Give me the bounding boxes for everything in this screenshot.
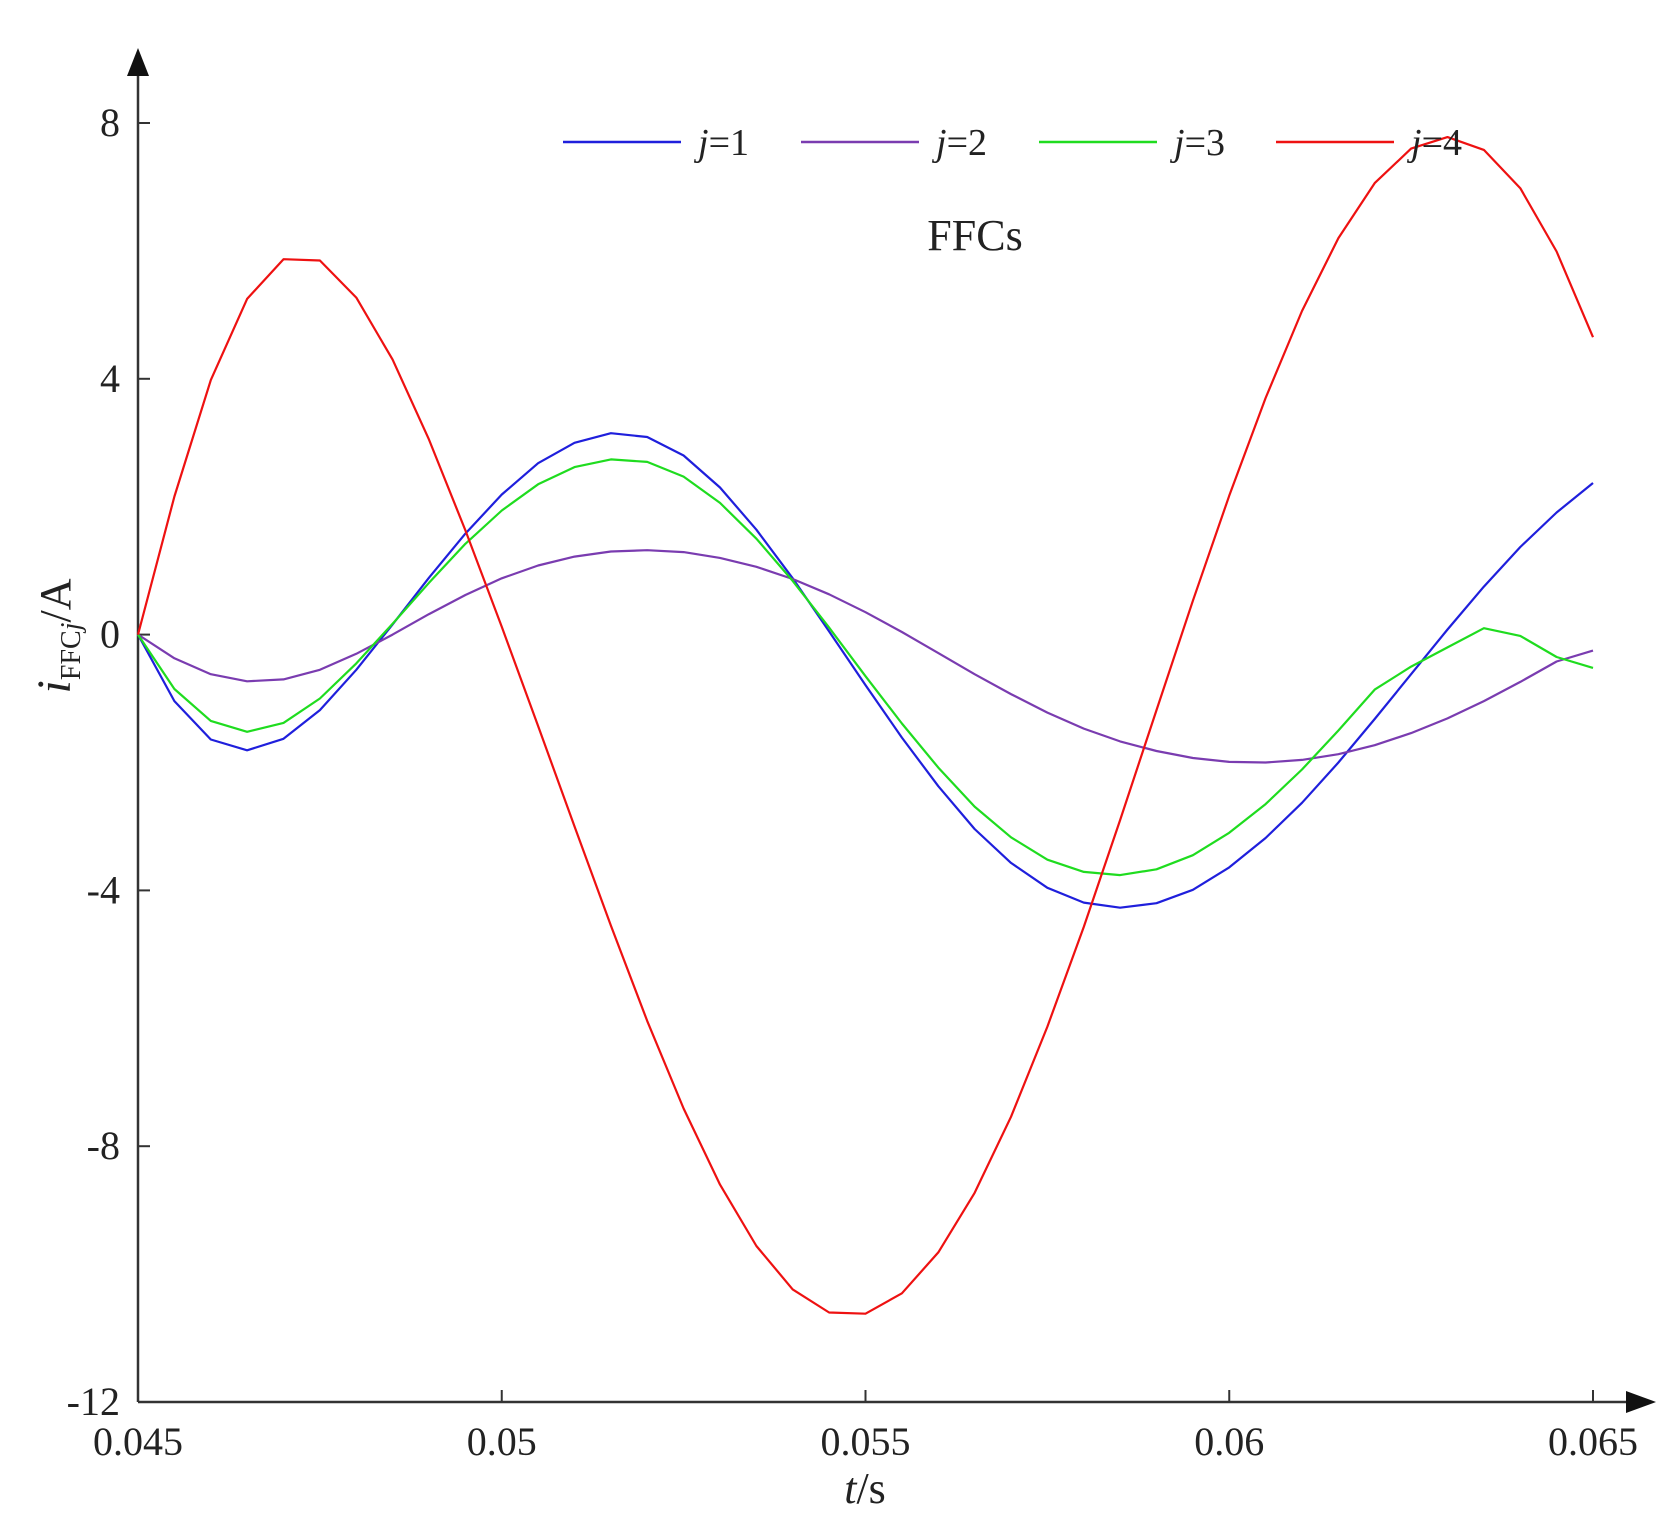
y-tick-label: -12 (67, 1379, 120, 1424)
series-line-2 (137, 549, 1594, 764)
x-tick-label: 0.06 (1194, 1419, 1264, 1464)
x-axis-unit: /s (856, 1464, 885, 1513)
legend-label-4: j=4 (1406, 122, 1462, 164)
x-axis-title: t/s (844, 1464, 886, 1513)
y-axis-title: iFFCj/A (28, 578, 87, 693)
x-tick-label: 0.05 (467, 1419, 537, 1464)
legend-label-3: j=3 (1169, 122, 1225, 164)
series-line-1 (137, 432, 1594, 909)
y-axis-subscript: FFC (56, 630, 87, 680)
chart-annotation: FFCs (927, 211, 1022, 260)
legend-label-1: j=1 (693, 122, 749, 164)
x-tick-label: 0.065 (1548, 1419, 1638, 1464)
y-axis-variable: i (28, 680, 81, 693)
series-line-4 (136, 136, 1595, 1315)
x-tick-label: 0.045 (93, 1419, 183, 1464)
y-axis-subscript-variable: j (56, 622, 87, 633)
svg-text:iFFCj/A: iFFCj/A (28, 578, 87, 693)
y-axis-arrow-icon (127, 48, 149, 76)
y-tick-label: 0 (100, 612, 120, 657)
legend-label-2: j=2 (931, 122, 987, 164)
y-tick-label: -8 (87, 1123, 120, 1168)
plot-area (136, 136, 1595, 1315)
y-axis-unit: /A (31, 578, 80, 622)
legend: j=1 j=2 j=3 j=4 (563, 122, 1462, 164)
y-tick-label: -4 (87, 867, 120, 912)
x-axis-variable: t (844, 1464, 858, 1513)
axes: 840-4-8-120.045 0.05 0.055 0.06 0.065t/siFFC… (28, 48, 1656, 1513)
y-tick-label: 4 (100, 356, 120, 401)
x-tick-label: 0.055 (821, 1419, 911, 1464)
series-line-3 (137, 458, 1594, 877)
y-tick-label: 8 (100, 100, 120, 145)
x-axis-arrow-icon (1626, 1391, 1656, 1413)
